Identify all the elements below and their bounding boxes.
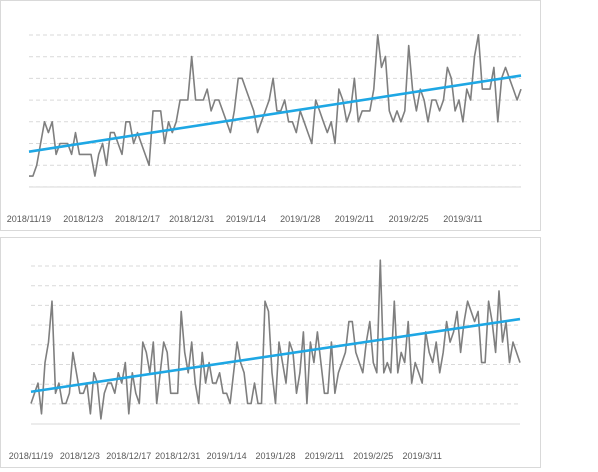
line-chart-bottom: 2018/11/19 2018/12/3 2018/12/17 2018/12/31 2…	[9, 259, 521, 461]
data-series-line	[29, 33, 522, 177]
chart-panel-bottom: 2018/11/19 2018/12/3 2018/12/17 2018/12/31 2…	[0, 237, 541, 468]
x-tick-label: 2019/2/11	[335, 214, 374, 224]
trend-line	[30, 317, 521, 394]
x-tick-label: 2019/2/11	[305, 451, 344, 461]
x-tick-label: 2018/12/31	[155, 451, 200, 461]
x-tick-label: 2019/1/28	[280, 214, 320, 224]
x-tick-label: 2018/12/17	[106, 451, 151, 461]
trend-line	[28, 74, 522, 153]
x-tick-label: 2018/12/31	[169, 214, 214, 224]
x-tick-label: 2018/11/19	[9, 451, 53, 461]
x-tick-label: 2019/1/28	[255, 451, 295, 461]
x-tick-label: 2019/3/11	[403, 451, 442, 461]
data-series-line	[30, 259, 521, 420]
x-tick-label: 2018/12/3	[60, 451, 100, 461]
x-tick-label: 2018/11/19	[7, 214, 51, 224]
x-tick-label: 2018/12/3	[63, 214, 103, 224]
x-tick-label: 2019/2/25	[389, 214, 429, 224]
x-tick-label: 2019/1/14	[226, 214, 266, 224]
chart-panel-top: 2018/11/19 2018/12/3 2018/12/17 2018/12/31 2…	[0, 0, 541, 231]
x-tick-label: 2019/1/14	[207, 451, 247, 461]
x-tick-label: 2019/2/25	[353, 451, 393, 461]
x-tick-label: 2019/3/11	[443, 214, 482, 224]
x-tick-label: 2018/12/17	[115, 214, 160, 224]
line-chart-top: 2018/11/19 2018/12/3 2018/12/17 2018/12/31 2…	[7, 33, 522, 224]
